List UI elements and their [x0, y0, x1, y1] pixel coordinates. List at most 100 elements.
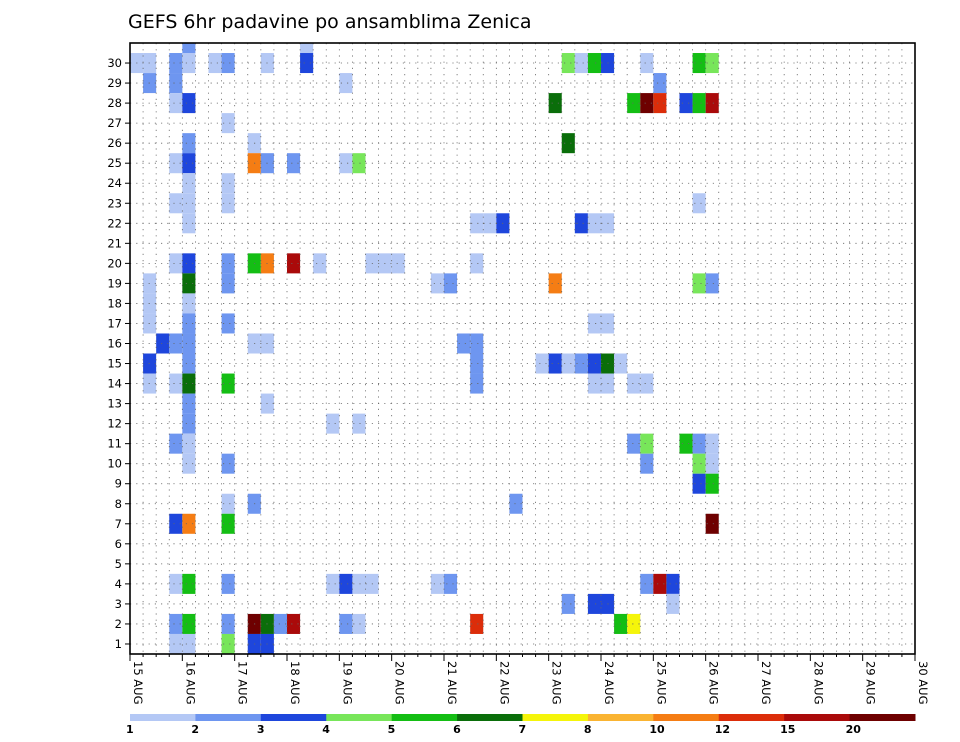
precip-cell [640, 93, 654, 114]
precip-cell [640, 373, 654, 394]
precip-cell [182, 213, 196, 234]
precip-cell [169, 333, 183, 354]
y-tick-label: 24 [107, 176, 122, 190]
precip-cell [640, 453, 654, 474]
precip-cell [640, 433, 654, 454]
y-axis-ticks: 1234567891011121314151617181920212223242… [107, 56, 130, 651]
precip-cell [535, 353, 549, 374]
precip-cell [182, 573, 196, 594]
precip-cell [640, 573, 654, 594]
precip-cell [221, 493, 235, 514]
x-tick-label: 15 AUG [131, 661, 145, 704]
precip-cell [561, 133, 575, 154]
precip-cell [182, 413, 196, 434]
precip-cell [548, 93, 562, 114]
precip-cell [574, 353, 588, 374]
precip-cell [692, 473, 706, 494]
precip-cell [182, 313, 196, 334]
legend-swatch [718, 714, 785, 721]
precip-cell [221, 633, 235, 654]
y-tick-label: 5 [115, 557, 122, 571]
precip-cell [156, 333, 170, 354]
precip-cell [221, 453, 235, 474]
precip-cell [705, 433, 719, 454]
precip-cell [287, 153, 301, 174]
precip-cell [470, 613, 484, 634]
precip-cell [326, 573, 340, 594]
precip-cell [470, 213, 484, 234]
y-tick-label: 6 [115, 537, 122, 551]
precip-cell [457, 333, 471, 354]
y-tick-label: 14 [107, 377, 122, 391]
legend-swatch [260, 714, 327, 721]
precip-cell [705, 53, 719, 74]
precip-cell [692, 433, 706, 454]
legend-label: 1 [126, 723, 134, 736]
precip-cell [221, 253, 235, 274]
y-tick-label: 29 [107, 76, 122, 90]
precip-cell [221, 53, 235, 74]
y-tick-label: 23 [107, 196, 122, 210]
precip-cell [339, 613, 353, 634]
y-tick-label: 4 [115, 577, 122, 591]
legend-label: 12 [715, 723, 730, 736]
precip-cell [221, 173, 235, 194]
legend-label: 2 [191, 723, 199, 736]
precip-cell [679, 433, 693, 454]
y-tick-label: 8 [115, 497, 122, 511]
legend-swatch [195, 714, 262, 721]
color-legend: 1 2 3 4 5 6 7 8 10 12 15 20 [126, 714, 916, 736]
precip-cell [182, 453, 196, 474]
legend-label: 20 [846, 723, 862, 736]
precip-cell [221, 373, 235, 394]
precip-cell [587, 313, 601, 334]
precip-cell [705, 93, 719, 114]
precip-cell [169, 613, 183, 634]
x-tick-label: 17 AUG [236, 661, 250, 704]
y-tick-label: 22 [107, 216, 122, 230]
precip-cell [182, 613, 196, 634]
legend-swatch [391, 714, 458, 721]
x-tick-label: 19 AUG [340, 661, 354, 704]
precip-cell [169, 373, 183, 394]
precip-cell [182, 53, 196, 74]
y-tick-label: 19 [107, 276, 122, 290]
precip-cell [313, 253, 327, 274]
precip-cell [182, 633, 196, 654]
precip-cell [182, 273, 196, 294]
y-tick-label: 17 [107, 316, 122, 330]
precip-cell [182, 373, 196, 394]
precip-cell [182, 43, 196, 54]
precip-cell [182, 293, 196, 314]
precip-cell [653, 93, 667, 114]
precip-cell [169, 253, 183, 274]
x-tick-label: 24 AUG [602, 661, 616, 704]
precip-cell [640, 53, 654, 74]
precip-cell [470, 333, 484, 354]
y-tick-label: 12 [107, 417, 122, 431]
legend-swatch [326, 714, 393, 721]
y-tick-label: 25 [107, 156, 122, 170]
legend-label: 6 [453, 723, 461, 736]
precip-cell [692, 193, 706, 214]
precip-cell [300, 53, 314, 74]
precip-cell [587, 353, 601, 374]
x-tick-label: 27 AUG [759, 661, 773, 704]
precip-cell [444, 573, 458, 594]
precip-cell [653, 573, 667, 594]
precip-cell [182, 253, 196, 274]
y-tick-label: 20 [107, 256, 122, 270]
legend-swatch [522, 714, 589, 721]
precip-cell [182, 133, 196, 154]
precip-cell [169, 633, 183, 654]
precip-cell [221, 113, 235, 134]
precip-cell [287, 253, 301, 274]
precip-cell [339, 73, 353, 94]
x-axis-ticks: 15 AUG 16 AUG 17 AUG 18 AUG 19 AUG 20 AUG 21 A… [129, 654, 930, 704]
precip-cell [182, 153, 196, 174]
precip-cell [221, 273, 235, 294]
precip-cell [352, 613, 366, 634]
precip-cell [692, 53, 706, 74]
precip-cell [548, 353, 562, 374]
x-tick-label: 21 AUG [445, 661, 459, 704]
